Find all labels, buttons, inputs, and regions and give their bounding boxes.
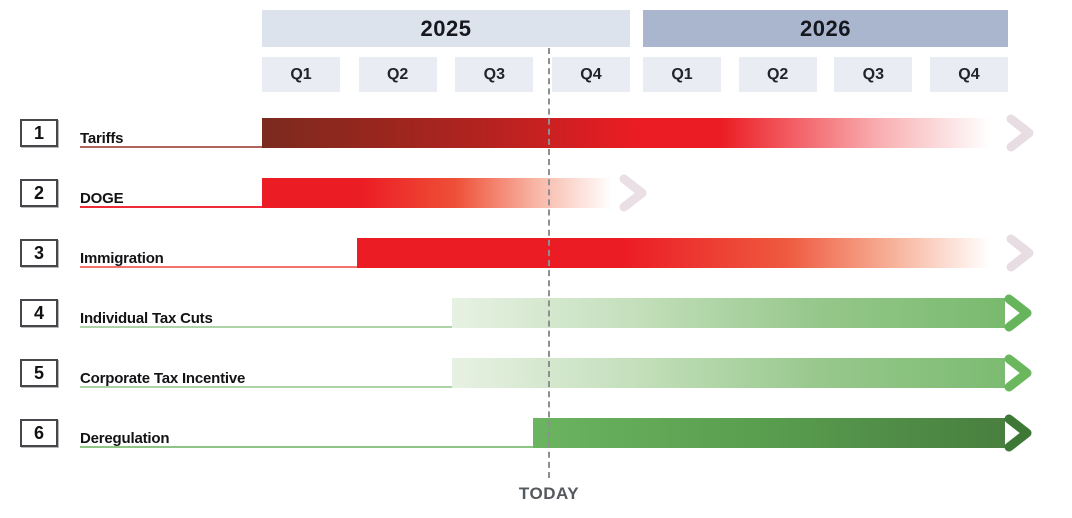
- today-marker-line: [548, 48, 550, 478]
- quarter-cell-2025-Q1: Q1: [262, 57, 340, 92]
- today-label: TODAY: [518, 484, 580, 503]
- arrow-right-icon: [619, 174, 647, 212]
- row-number-box: 2: [20, 179, 58, 207]
- row-label: Immigration: [80, 250, 164, 267]
- row-leader-line: [80, 386, 452, 388]
- row-leader-line: [80, 326, 452, 328]
- arrow-right-icon: [1006, 234, 1034, 272]
- timeline-bar: [262, 178, 612, 208]
- task-row-individual-tax-cuts: 4 Individual Tax Cuts: [0, 294, 1072, 332]
- arrow-right-icon: [1004, 294, 1032, 332]
- row-label: Tariffs: [80, 130, 124, 147]
- row-leader-line: [80, 206, 262, 208]
- row-leader-line: [80, 266, 357, 268]
- year-header-2026: 2026: [643, 10, 1008, 47]
- quarter-cell-2026-Q1: Q1: [643, 57, 721, 92]
- arrow-right-icon: [1004, 354, 1032, 392]
- task-row-corporate-tax-incentive: 5 Corporate Tax Incentive: [0, 354, 1072, 392]
- arrow-right-icon: [1006, 114, 1034, 152]
- row-leader-line: [80, 146, 262, 148]
- row-label: Individual Tax Cuts: [80, 310, 213, 327]
- quarter-cell-2026-Q4: Q4: [929, 57, 1008, 92]
- task-row-doge: 2 DOGE: [0, 174, 1072, 212]
- task-row-tariffs: 1 Tariffs: [0, 114, 1072, 152]
- quarter-cell-2025-Q4: Q4: [551, 57, 630, 92]
- timeline-bar: [452, 358, 1005, 388]
- row-number-box: 1: [20, 119, 58, 147]
- row-leader-line: [80, 446, 533, 448]
- quarter-cell-2025-Q3: Q3: [455, 57, 534, 92]
- row-number-box: 3: [20, 239, 58, 267]
- quarter-cell-2025-Q2: Q2: [358, 57, 437, 92]
- timeline-bar: [262, 118, 990, 148]
- quarter-cell-2026-Q3: Q3: [834, 57, 913, 92]
- row-label: Corporate Tax Incentive: [80, 370, 246, 387]
- task-row-immigration: 3 Immigration: [0, 234, 1072, 272]
- quarter-cell-2026-Q2: Q2: [738, 57, 817, 92]
- timeline-bar: [357, 238, 990, 268]
- row-label: DOGE: [80, 190, 124, 207]
- arrow-right-icon: [1004, 414, 1032, 452]
- quarter-strip-2025: Q1 Q2 Q3 Q4: [262, 57, 630, 92]
- task-row-deregulation: 6 Deregulation: [0, 414, 1072, 452]
- row-number-box: 5: [20, 359, 58, 387]
- row-label: Deregulation: [80, 430, 170, 447]
- row-number-box: 4: [20, 299, 58, 327]
- row-number-box: 6: [20, 419, 58, 447]
- year-header-2025: 2025: [262, 10, 630, 47]
- quarter-strip-2026: Q1 Q2 Q3 Q4: [643, 57, 1008, 92]
- timeline-bar: [452, 298, 1005, 328]
- timeline-bar: [533, 418, 1005, 448]
